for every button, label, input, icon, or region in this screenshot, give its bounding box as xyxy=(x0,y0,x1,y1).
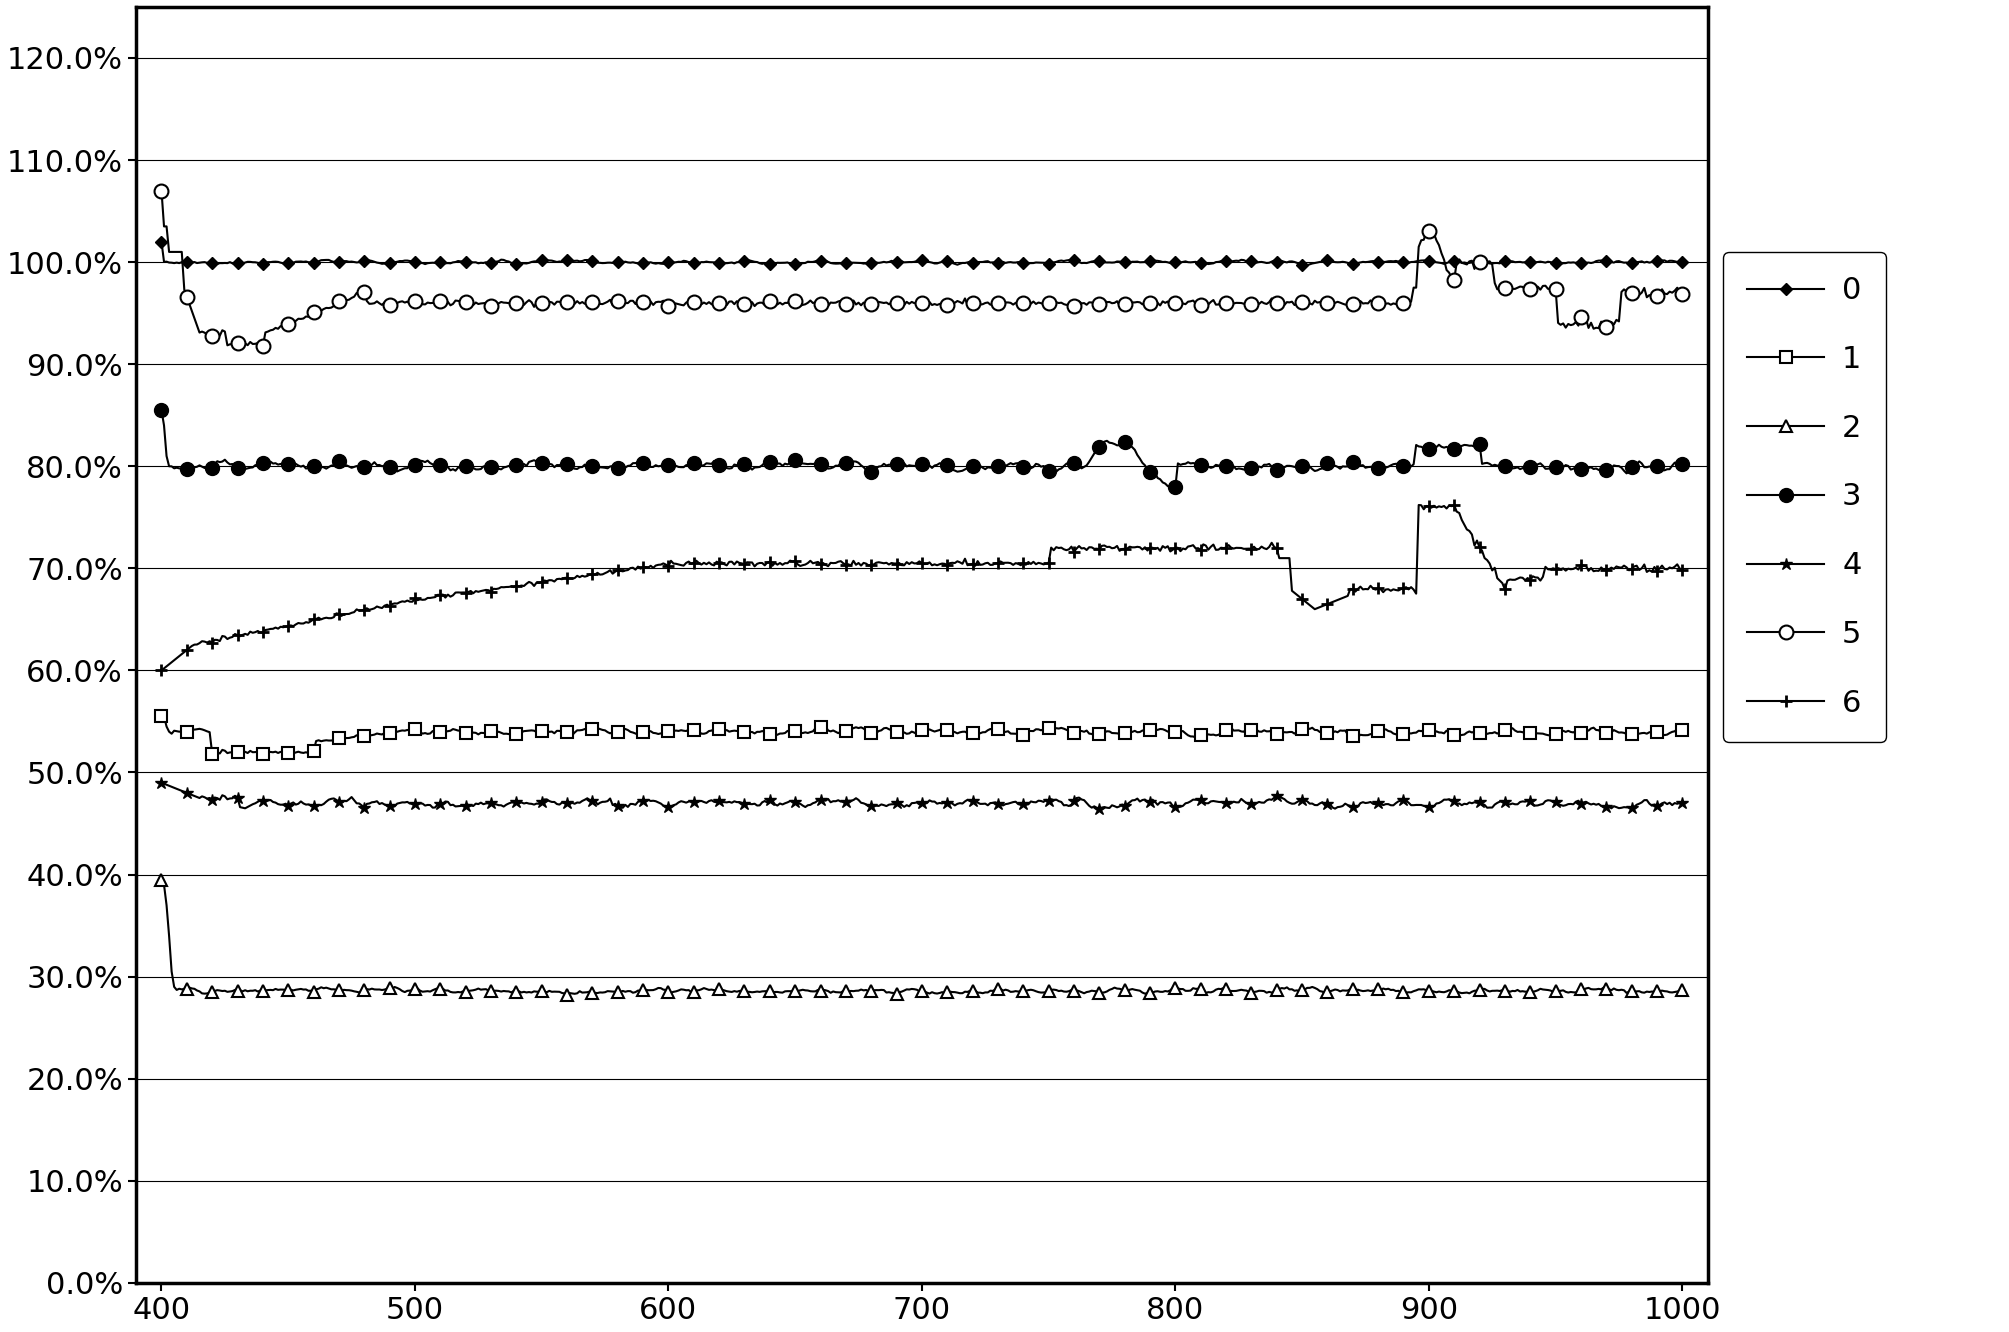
0 xyxy=(149,233,173,249)
5 xyxy=(1625,281,1649,297)
4 xyxy=(1087,802,1111,818)
1 xyxy=(245,743,269,759)
6 xyxy=(149,662,173,678)
2 xyxy=(1669,982,1694,998)
4 xyxy=(245,794,269,810)
0 xyxy=(245,254,269,270)
2 xyxy=(1571,982,1595,998)
5 xyxy=(245,336,269,352)
Line: 4: 4 xyxy=(155,777,1688,815)
6 xyxy=(1669,562,1694,578)
5 xyxy=(251,338,275,354)
4 xyxy=(434,794,458,810)
4 xyxy=(1625,797,1649,813)
3 xyxy=(1364,460,1388,476)
3 xyxy=(1163,478,1187,494)
3 xyxy=(149,402,173,418)
5 xyxy=(1669,286,1694,302)
4 xyxy=(1364,797,1388,813)
6 xyxy=(1571,558,1595,574)
2 xyxy=(1364,983,1388,999)
3 xyxy=(434,458,458,474)
1 xyxy=(653,723,677,739)
4 xyxy=(1571,794,1595,810)
3 xyxy=(1669,456,1694,472)
6 xyxy=(434,590,458,606)
Line: 5: 5 xyxy=(155,184,1690,353)
0 xyxy=(1669,254,1694,270)
2 xyxy=(1625,983,1649,999)
0 xyxy=(1625,254,1649,270)
Line: 6: 6 xyxy=(155,498,1688,677)
6 xyxy=(1406,497,1430,513)
3 xyxy=(651,457,675,473)
Line: 1: 1 xyxy=(157,711,1688,759)
1 xyxy=(1625,725,1649,741)
3 xyxy=(1571,460,1595,476)
5 xyxy=(436,294,460,310)
6 xyxy=(1360,581,1384,597)
0 xyxy=(1571,254,1595,270)
2 xyxy=(149,871,173,887)
6 xyxy=(245,623,269,639)
3 xyxy=(1625,456,1649,472)
0 xyxy=(1292,257,1316,273)
0 xyxy=(1364,253,1388,269)
5 xyxy=(149,182,173,198)
Legend: 0, 1, 2, 3, 4, 5, 6: 0, 1, 2, 3, 4, 5, 6 xyxy=(1724,252,1886,742)
Line: 2: 2 xyxy=(157,874,1688,1000)
1 xyxy=(149,709,173,725)
0 xyxy=(434,256,458,272)
2 xyxy=(653,982,677,998)
2 xyxy=(245,983,269,999)
6 xyxy=(651,555,675,571)
1 xyxy=(1571,723,1595,739)
2 xyxy=(434,983,458,999)
0 xyxy=(651,256,675,272)
5 xyxy=(653,294,677,310)
3 xyxy=(245,457,269,473)
Line: 0: 0 xyxy=(157,237,1686,269)
4 xyxy=(1669,795,1694,811)
1 xyxy=(1364,725,1388,741)
2 xyxy=(554,987,579,1003)
5 xyxy=(1364,296,1388,312)
6 xyxy=(1625,558,1649,574)
1 xyxy=(251,746,275,762)
4 xyxy=(149,775,173,791)
Line: 3: 3 xyxy=(155,404,1690,494)
4 xyxy=(651,798,675,814)
1 xyxy=(436,723,460,739)
5 xyxy=(1571,310,1595,326)
1 xyxy=(1669,722,1694,738)
